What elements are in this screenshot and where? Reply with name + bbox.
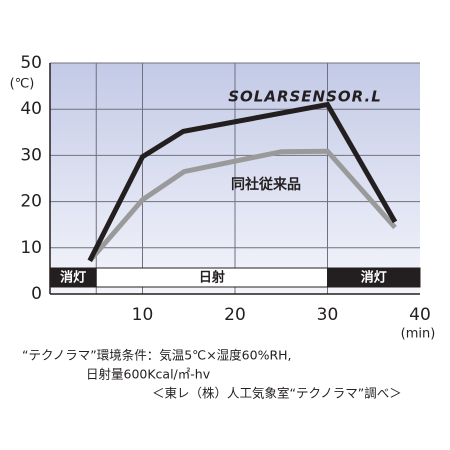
note: “テクノラマ”環境条件：気温5℃×湿度60%RH, xyxy=(22,348,292,363)
y-tick-label: 0 xyxy=(31,284,42,304)
y-tick-label: 30 xyxy=(20,145,42,165)
note: 日射量600Kcal/㎡-hv xyxy=(86,367,211,382)
legend-label: SOLARSENSOR.L xyxy=(228,88,382,106)
x-tick-label: 20 xyxy=(224,305,246,325)
band-label: 消灯 xyxy=(361,270,387,286)
band xyxy=(327,267,421,288)
x-tick-label: 40 xyxy=(409,305,431,325)
band-label: 日射 xyxy=(199,270,225,286)
band-label: 消灯 xyxy=(60,270,86,286)
legend-label: 同社従来品 xyxy=(231,176,301,193)
x-axis-label: (min) xyxy=(401,327,436,342)
y-tick-label: 50 xyxy=(20,53,42,73)
y-axis-label: (℃) xyxy=(10,77,35,92)
y-tick-label: 10 xyxy=(20,238,42,258)
series-line xyxy=(87,101,398,262)
x-tick-label: 10 xyxy=(132,305,154,325)
y-tick-label: 40 xyxy=(20,99,42,119)
note: ＜東レ（株）人工気象室“テクノラマ”調べ＞ xyxy=(152,386,402,401)
x-tick-label: 30 xyxy=(317,305,339,325)
y-tick-label: 20 xyxy=(20,192,42,212)
series-line xyxy=(87,148,397,263)
